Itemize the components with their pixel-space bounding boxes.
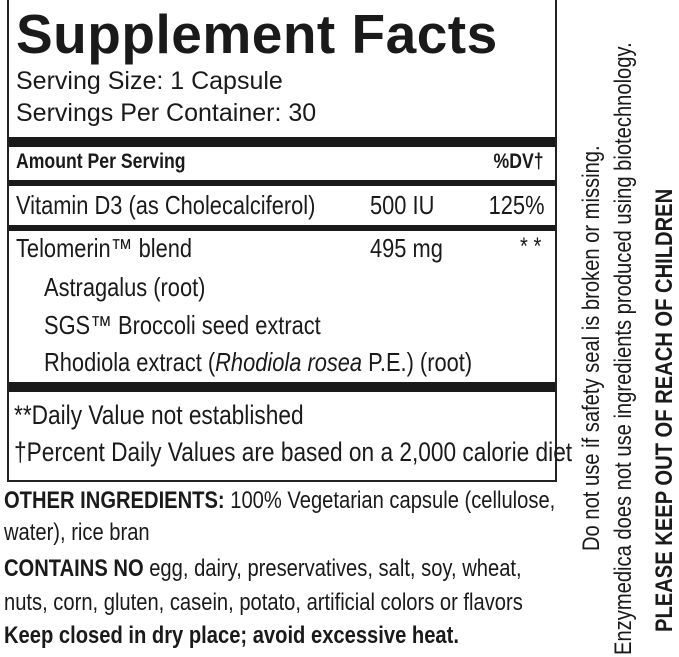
header-dv: %DV† xyxy=(493,150,544,173)
other-text: 100% Vegetarian capsule (cellulose, xyxy=(224,487,556,514)
sub-ingredient: Rhodiola extract (Rhodiola rosea P.E.) (… xyxy=(44,347,472,378)
supplement-facts-panel xyxy=(7,0,557,482)
servings-per-container: Servings Per Container: 30 xyxy=(16,99,317,127)
header-amount: Amount Per Serving xyxy=(16,150,186,173)
row-amount: 495 mg xyxy=(370,233,443,263)
contains-no: CONTAINS NO egg, dairy, preservatives, s… xyxy=(4,555,522,583)
row-dv: 125% xyxy=(488,190,544,220)
thick-divider xyxy=(9,382,555,392)
seal-warning: Do not use if safety seal is broken or m… xyxy=(578,145,605,551)
storage-instruction: Keep closed in dry place; avoid excessiv… xyxy=(4,622,459,649)
row-name: Telomerin™ blend xyxy=(16,233,193,263)
sub-ingredient-text: Rhodiola extract ( xyxy=(44,347,216,377)
other-label: OTHER INGREDIENTS: xyxy=(4,487,225,514)
other-text-2: water), rice bran xyxy=(4,519,150,546)
sub-ingredient-latin: Rhodiola rosea xyxy=(215,347,363,377)
contains-text-2: nuts, corn, gluten, casein, potato, arti… xyxy=(4,589,523,616)
panel-title: Supplement Facts xyxy=(16,3,498,65)
sub-ingredient-text: P.E.) (root) xyxy=(362,347,473,377)
thick-divider xyxy=(9,137,555,147)
contains-text: egg, dairy, preservatives, salt, soy, wh… xyxy=(143,555,522,582)
footnote-dv: **Daily Value not established xyxy=(14,400,304,430)
children-warning: PLEASE KEEP OUT OF REACH OF CHILDREN xyxy=(651,188,678,632)
row-amount: 500 IU xyxy=(370,190,435,220)
sub-ingredient: Astragalus (root) xyxy=(44,272,206,302)
contains-label: CONTAINS NO xyxy=(4,555,144,582)
other-ingredients: OTHER INGREDIENTS: 100% Vegetarian capsu… xyxy=(4,487,555,515)
row-dv: * * xyxy=(519,233,541,260)
row-name: Vitamin D3 (as Cholecalciferol) xyxy=(16,190,316,220)
divider xyxy=(9,180,555,186)
serving-size: Serving Size: 1 Capsule xyxy=(16,67,283,95)
footnote-percent: †Percent Daily Values are based on a 2,0… xyxy=(14,437,573,467)
biotech-note: Enzymedica does not use ingredients prod… xyxy=(610,42,637,656)
sub-ingredient: SGS™ Broccoli seed extract xyxy=(44,310,321,340)
divider xyxy=(9,225,555,231)
